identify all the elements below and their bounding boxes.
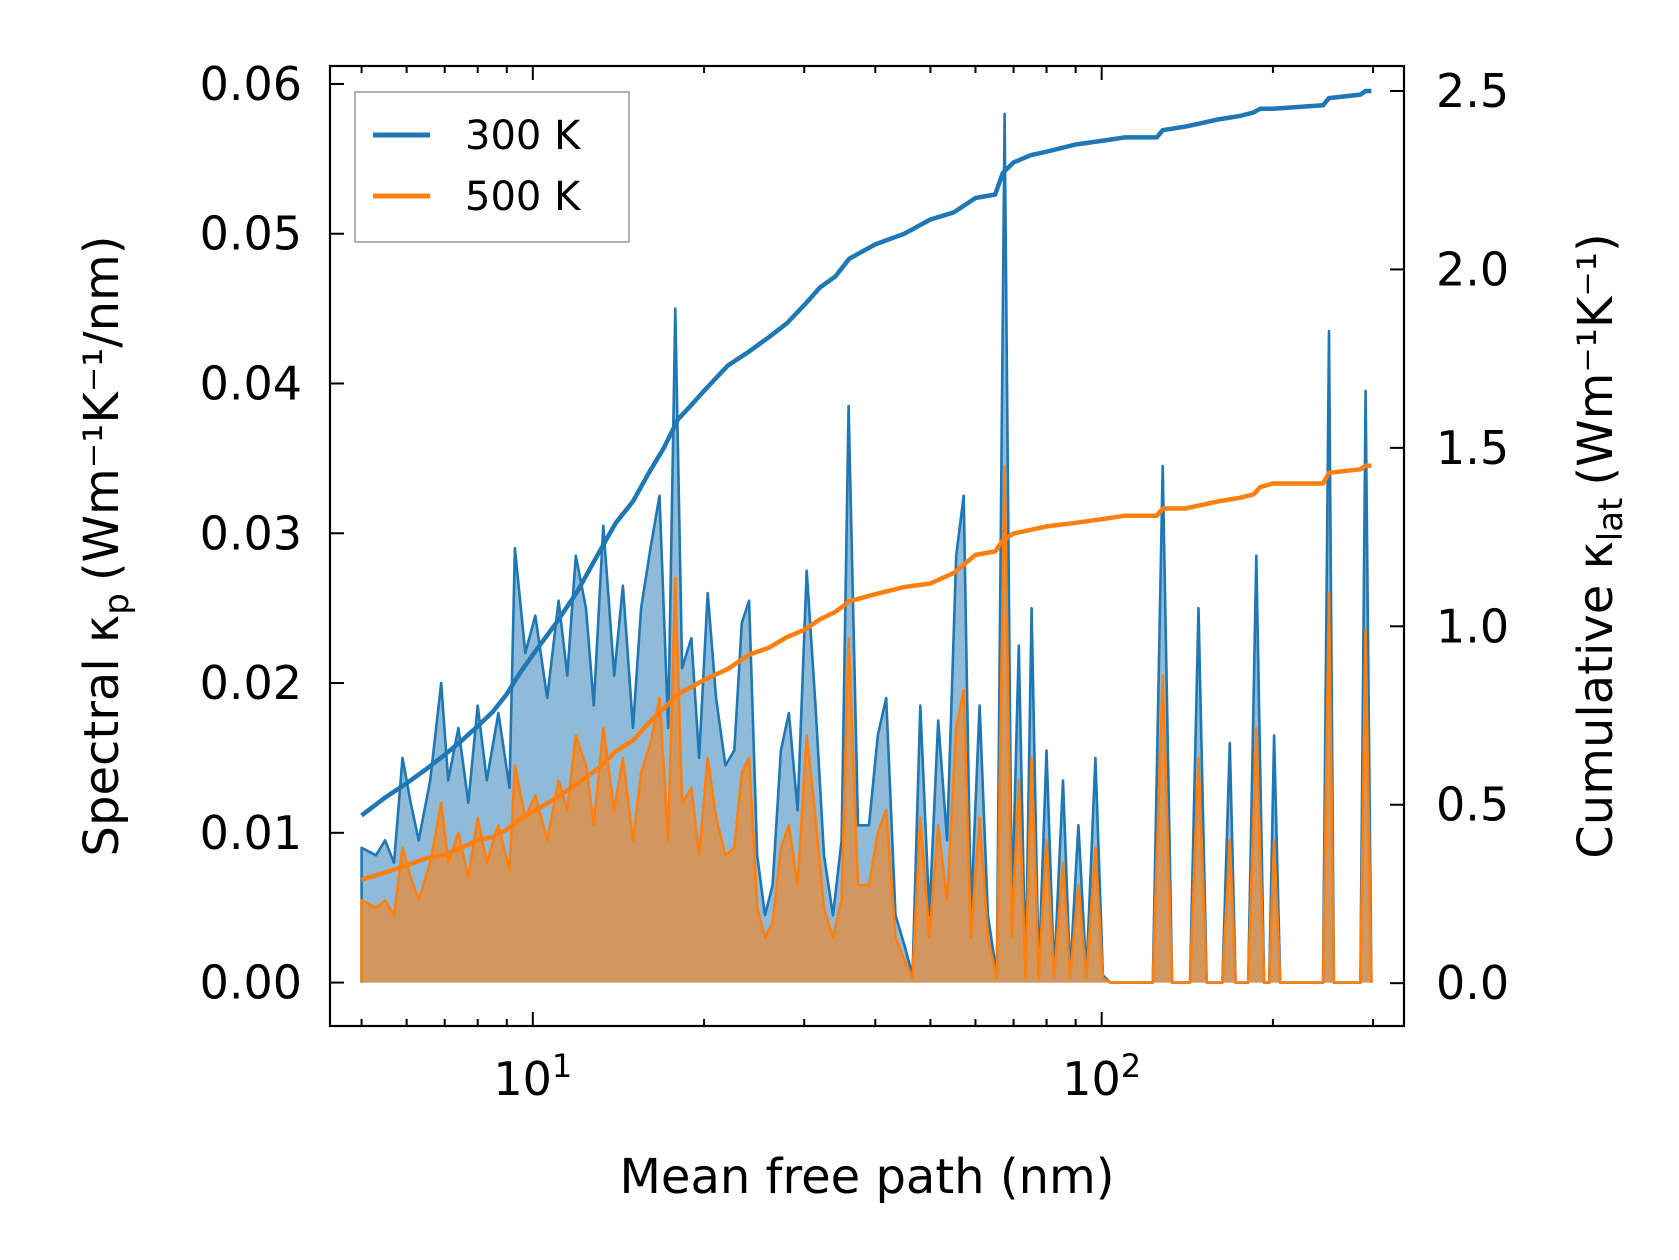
- y-right-tick-label: 2.5: [1436, 64, 1509, 118]
- y-right-tick-label: 2.0: [1436, 242, 1509, 296]
- legend: 300 K 500 K: [354, 91, 630, 243]
- legend-label-500k: 500 K: [465, 174, 582, 220]
- plot-frame: [328, 64, 1406, 1028]
- axis-ticks: [330, 66, 1404, 1026]
- y-right-tick-label: 0.0: [1436, 956, 1509, 1010]
- legend-label-300k: 300 K: [465, 113, 582, 159]
- y-left-tick-label: 0.01: [200, 806, 302, 860]
- x-tick-label: 101: [493, 1047, 572, 1106]
- tick-labels: 101 102 0.00 0.01 0.02 0.03 0.04 0.05 0.06 0.0 0.5…: [200, 57, 1510, 1106]
- y-axis-left-title-main: Spectral κ: [74, 615, 130, 857]
- cumulative-lines: [360, 88, 1372, 882]
- y-left-tick-label: 0.02: [200, 656, 302, 710]
- spectral-fill-500k: [361, 465, 1372, 983]
- y-right-tick-label: 1.5: [1436, 421, 1509, 475]
- y-left-tick-label: 0.00: [200, 956, 302, 1010]
- y-left-tick-label: 0.04: [200, 357, 302, 411]
- y-left-tick-label: 0.05: [200, 207, 302, 261]
- spectral-fill-300k: [361, 113, 1372, 983]
- legend-box: [354, 91, 630, 243]
- y-axis-right-title-sub: lat: [1591, 498, 1631, 542]
- y-left-tick-label: 0.03: [200, 506, 302, 560]
- y-axis-left-title-unit: (Wm⁻¹K⁻¹/nm): [74, 236, 130, 582]
- x-tick-label: 102: [1062, 1047, 1141, 1106]
- cumulative-line-300k: [360, 88, 1372, 818]
- y-axis-right-title-main: Cumulative κ: [1568, 541, 1624, 859]
- y-right-tick-label: 1.0: [1436, 599, 1509, 653]
- cumulative-line-500k: [360, 463, 1372, 882]
- y-left-tick-label: 0.06: [200, 57, 302, 111]
- y-axis-left-title: Spectral κp (Wm⁻¹K⁻¹/nm): [74, 236, 137, 857]
- y-axis-right-title-unit: (Wm⁻¹K⁻¹): [1568, 233, 1624, 485]
- y-axis-left-title-sub: p: [97, 593, 137, 615]
- y-axis-right-title: Cumulative κlat (Wm⁻¹K⁻¹): [1568, 233, 1631, 858]
- y-right-tick-label: 0.5: [1436, 778, 1509, 832]
- x-axis-title: Mean free path (nm): [620, 1149, 1115, 1205]
- spectral-fills: [361, 113, 1372, 983]
